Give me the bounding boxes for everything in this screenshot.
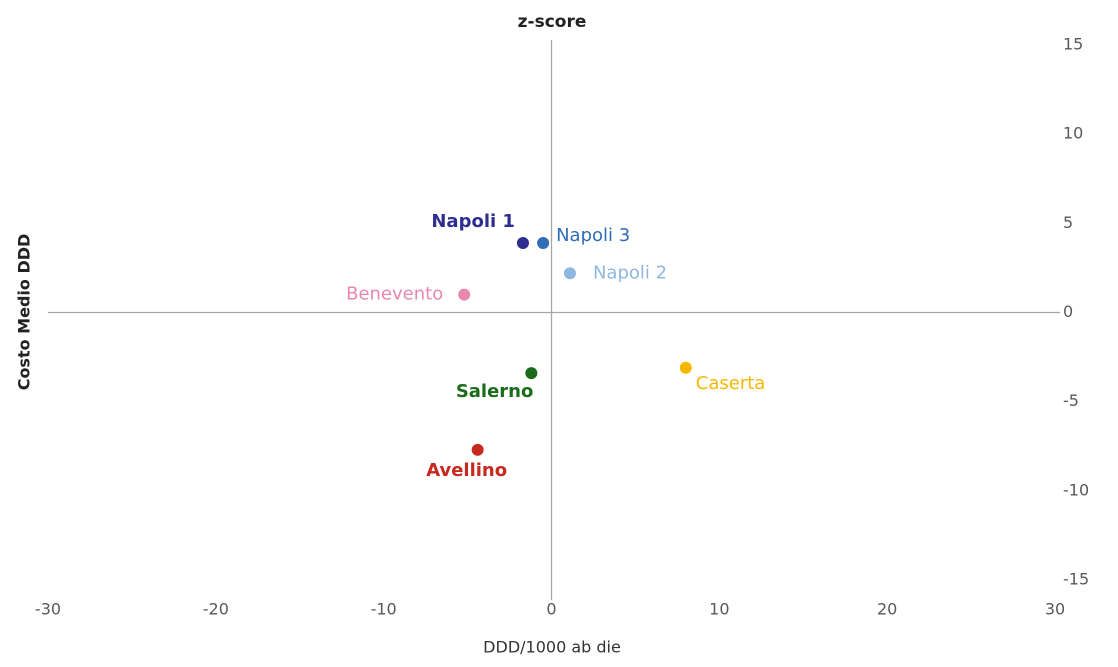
point-label: Napoli 1 [431,211,515,232]
point [679,361,692,374]
point [516,236,529,249]
x-axis-label: DDD/1000 ab die [483,638,621,657]
y-tick-label: 5 [1063,213,1073,232]
x-tick-label: -10 [371,600,397,619]
y-tick-label: 0 [1063,302,1073,321]
y-tick-label: -10 [1063,480,1089,499]
point-label: Salerno [456,381,534,402]
point-label: Napoli 2 [593,262,667,283]
point-label: Napoli 3 [556,225,630,246]
y-tick-label: -5 [1063,391,1079,410]
y-tick-label: 10 [1063,124,1083,143]
x-tick-label: -20 [203,600,229,619]
y-tick-label: -15 [1063,570,1089,589]
y-axis-label: Costo Medio DDD [15,234,34,391]
x-tick-label: 30 [1045,600,1065,619]
point [563,267,576,280]
point [458,288,471,301]
x-tick-label: 10 [709,600,729,619]
point-label: Avellino [426,460,507,481]
point [537,236,550,249]
x-tick-label: 0 [546,600,556,619]
point-label: Caserta [696,373,766,394]
point [525,367,538,380]
x-tick-label: 20 [877,600,897,619]
point [471,443,484,456]
chart-title: z-score [518,12,587,32]
y-tick-label: 15 [1063,35,1083,54]
point-label: Benevento [346,284,443,305]
x-tick-label: -30 [35,600,61,619]
